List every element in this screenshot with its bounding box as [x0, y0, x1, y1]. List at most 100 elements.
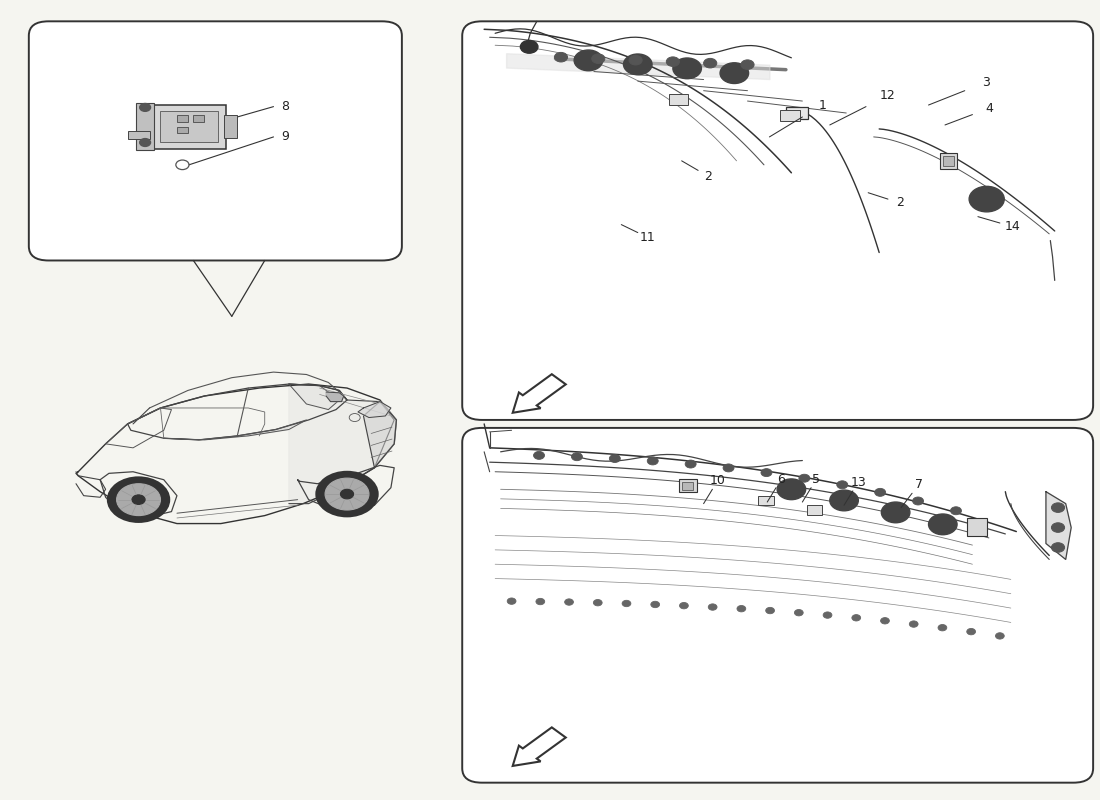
- Polygon shape: [289, 384, 394, 504]
- Circle shape: [685, 460, 696, 468]
- Circle shape: [680, 602, 689, 609]
- Text: 10: 10: [710, 474, 726, 487]
- Circle shape: [938, 625, 947, 631]
- Circle shape: [1052, 542, 1065, 552]
- Polygon shape: [358, 402, 390, 418]
- Circle shape: [777, 479, 805, 500]
- Circle shape: [536, 598, 544, 605]
- Circle shape: [140, 138, 151, 146]
- Circle shape: [581, 55, 596, 66]
- Circle shape: [720, 62, 749, 83]
- FancyBboxPatch shape: [943, 156, 954, 166]
- Polygon shape: [363, 402, 396, 468]
- Circle shape: [340, 490, 353, 499]
- Circle shape: [996, 633, 1004, 639]
- Circle shape: [630, 58, 646, 70]
- FancyBboxPatch shape: [29, 22, 402, 261]
- Circle shape: [969, 186, 1004, 212]
- Text: 2: 2: [704, 170, 712, 182]
- FancyBboxPatch shape: [682, 482, 693, 490]
- FancyBboxPatch shape: [462, 428, 1093, 782]
- Circle shape: [507, 598, 516, 604]
- Text: 6: 6: [778, 473, 785, 486]
- Circle shape: [629, 55, 642, 65]
- FancyBboxPatch shape: [759, 496, 773, 506]
- Circle shape: [520, 41, 538, 54]
- FancyBboxPatch shape: [161, 110, 218, 142]
- Circle shape: [708, 604, 717, 610]
- Circle shape: [913, 497, 924, 505]
- Circle shape: [326, 478, 368, 510]
- Circle shape: [741, 60, 755, 70]
- Text: 4: 4: [984, 102, 993, 115]
- Circle shape: [935, 518, 950, 530]
- Text: 8: 8: [282, 100, 289, 113]
- Text: 11: 11: [640, 231, 656, 244]
- Circle shape: [609, 454, 620, 462]
- Circle shape: [1052, 503, 1065, 513]
- Circle shape: [837, 481, 848, 489]
- Circle shape: [132, 495, 145, 505]
- Circle shape: [910, 621, 918, 627]
- FancyBboxPatch shape: [939, 153, 957, 169]
- FancyBboxPatch shape: [462, 22, 1093, 420]
- Polygon shape: [327, 392, 343, 402]
- FancyBboxPatch shape: [177, 126, 188, 133]
- Polygon shape: [289, 384, 339, 410]
- Circle shape: [624, 54, 652, 74]
- FancyBboxPatch shape: [152, 105, 227, 149]
- Polygon shape: [1046, 492, 1071, 559]
- Circle shape: [761, 469, 772, 477]
- FancyArrow shape: [513, 374, 565, 413]
- FancyBboxPatch shape: [224, 115, 238, 138]
- Circle shape: [737, 606, 746, 612]
- FancyBboxPatch shape: [780, 110, 800, 121]
- Circle shape: [874, 488, 886, 496]
- Circle shape: [704, 58, 717, 68]
- Circle shape: [592, 54, 605, 63]
- FancyArrow shape: [513, 727, 565, 766]
- Text: 1: 1: [818, 98, 826, 111]
- Circle shape: [766, 607, 774, 614]
- Circle shape: [623, 600, 631, 606]
- Text: 12: 12: [880, 89, 895, 102]
- Text: 14: 14: [1005, 220, 1021, 234]
- Circle shape: [851, 614, 860, 621]
- Text: 2: 2: [895, 197, 904, 210]
- Circle shape: [799, 474, 810, 482]
- Text: 9: 9: [282, 130, 289, 143]
- Circle shape: [593, 599, 602, 606]
- Circle shape: [534, 451, 544, 459]
- Circle shape: [574, 50, 603, 70]
- Circle shape: [108, 478, 169, 522]
- Circle shape: [888, 507, 903, 518]
- Circle shape: [881, 618, 890, 624]
- FancyBboxPatch shape: [177, 115, 188, 122]
- Circle shape: [950, 506, 961, 514]
- Circle shape: [651, 602, 660, 608]
- Circle shape: [564, 599, 573, 606]
- FancyBboxPatch shape: [669, 94, 689, 105]
- Text: 7: 7: [915, 478, 923, 491]
- Circle shape: [1052, 522, 1065, 532]
- Circle shape: [829, 490, 858, 511]
- Circle shape: [647, 457, 658, 465]
- Circle shape: [928, 514, 957, 534]
- Circle shape: [977, 192, 997, 206]
- Circle shape: [823, 612, 832, 618]
- Circle shape: [667, 57, 680, 66]
- FancyBboxPatch shape: [785, 106, 807, 119]
- Circle shape: [571, 453, 582, 461]
- FancyBboxPatch shape: [967, 518, 987, 535]
- Circle shape: [554, 53, 568, 62]
- FancyBboxPatch shape: [194, 115, 205, 122]
- Circle shape: [794, 610, 803, 616]
- Text: 5: 5: [813, 473, 821, 486]
- Circle shape: [317, 472, 377, 516]
- Circle shape: [881, 502, 910, 522]
- Circle shape: [680, 62, 695, 74]
- FancyBboxPatch shape: [806, 506, 822, 515]
- FancyBboxPatch shape: [128, 131, 150, 139]
- Polygon shape: [164, 420, 307, 440]
- Circle shape: [967, 629, 976, 635]
